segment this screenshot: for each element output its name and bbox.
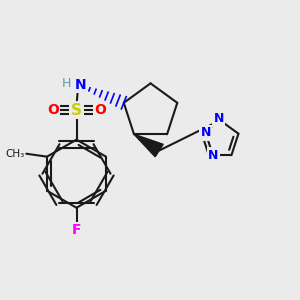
- Text: H: H: [61, 77, 71, 90]
- Text: CH₃: CH₃: [6, 149, 25, 159]
- Text: N: N: [208, 149, 218, 162]
- Polygon shape: [134, 134, 163, 157]
- Text: O: O: [94, 103, 106, 117]
- Text: N: N: [214, 112, 224, 125]
- Text: S: S: [71, 103, 82, 118]
- Text: F: F: [72, 223, 81, 237]
- Text: O: O: [47, 103, 59, 117]
- Text: N: N: [75, 78, 87, 92]
- Text: N: N: [200, 126, 211, 139]
